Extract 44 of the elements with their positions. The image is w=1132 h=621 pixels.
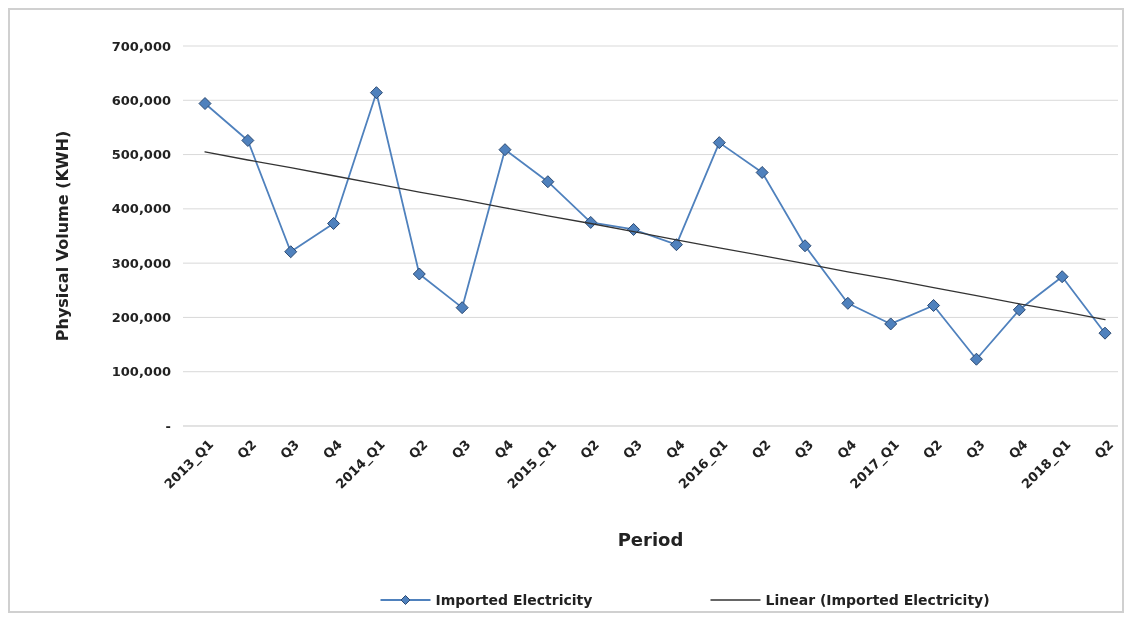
point bbox=[712, 136, 726, 150]
point bbox=[541, 175, 555, 189]
point bbox=[1055, 270, 1069, 284]
point bbox=[241, 133, 255, 147]
x-tick-label: Q2 bbox=[748, 436, 774, 462]
point bbox=[498, 143, 512, 157]
y-tick-label: 200,000 bbox=[111, 309, 171, 325]
point bbox=[841, 296, 855, 310]
point bbox=[669, 238, 683, 252]
point bbox=[1098, 326, 1112, 340]
y-tick-label: 100,000 bbox=[111, 364, 171, 380]
x-tick-label: Q3 bbox=[620, 436, 645, 462]
point bbox=[969, 352, 983, 366]
point bbox=[327, 217, 341, 231]
x-tick-label: Q2 bbox=[405, 436, 431, 462]
x-tick-label: Q3 bbox=[962, 436, 988, 462]
x-tick-label: Q2 bbox=[234, 436, 260, 462]
x-tick-label: Q2 bbox=[577, 436, 603, 462]
legend-label: Linear (Imported Electricity) bbox=[765, 591, 990, 608]
point bbox=[927, 298, 941, 312]
point bbox=[755, 165, 769, 179]
point bbox=[284, 245, 298, 259]
point bbox=[412, 267, 426, 281]
point bbox=[1012, 303, 1026, 317]
y-axis-title: Physical Volume (KWH) bbox=[53, 130, 72, 342]
y-tick-label: 500,000 bbox=[111, 147, 171, 163]
legend-label: Imported Electricity bbox=[435, 591, 593, 608]
point bbox=[455, 301, 469, 315]
x-tick-label: Q2 bbox=[1091, 436, 1117, 462]
point bbox=[798, 239, 812, 253]
point bbox=[369, 86, 383, 100]
x-tick-label: Q2 bbox=[920, 436, 945, 462]
x-tick-label: Q3 bbox=[277, 436, 303, 462]
x-tick-label: Q3 bbox=[791, 436, 817, 462]
y-tick-label: - bbox=[165, 418, 171, 434]
point bbox=[198, 97, 212, 111]
y-tick-label: 400,000 bbox=[111, 201, 171, 217]
y-tick-label: 600,000 bbox=[111, 92, 171, 108]
y-tick-label: 300,000 bbox=[111, 255, 171, 271]
point bbox=[884, 317, 898, 331]
y-tick-label: 700,000 bbox=[111, 38, 171, 54]
x-axis-title: Period bbox=[617, 529, 684, 550]
line-series bbox=[204, 151, 1106, 321]
x-tick-label: Q3 bbox=[448, 436, 474, 462]
